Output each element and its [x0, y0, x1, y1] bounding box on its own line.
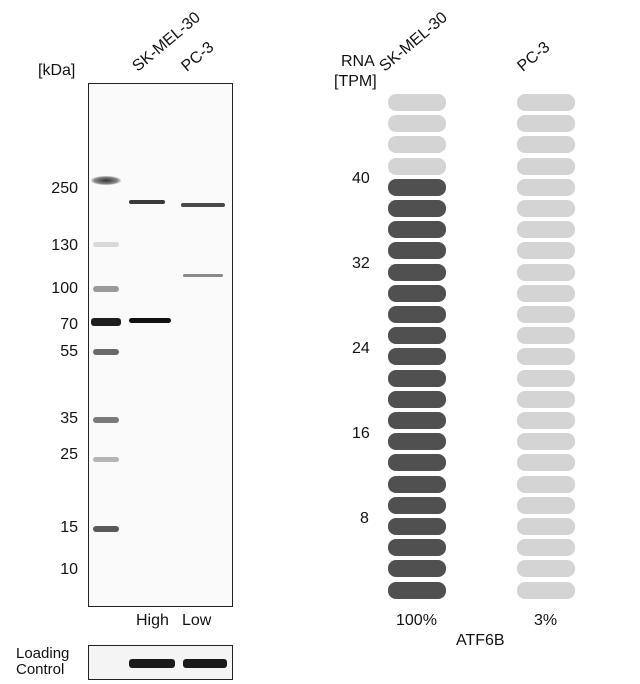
rna-percent-pc-3: 3% [534, 612, 558, 629]
ladder-band-130 [93, 242, 119, 247]
lane-label-pc-3: PC-3 [178, 38, 218, 76]
rna-segment [388, 454, 446, 472]
rna-segment [517, 200, 575, 217]
rna-segment [517, 475, 575, 493]
rna-segment [517, 136, 575, 154]
loading-control-blot [88, 645, 233, 680]
rna-segment [517, 560, 575, 578]
rna-segment [388, 433, 446, 451]
marker-label-10: 10 [60, 561, 78, 578]
rna-segment [517, 94, 575, 111]
rna-segment [517, 433, 575, 451]
rna-segment [517, 284, 575, 302]
rna-segment [388, 200, 446, 217]
loading-control-label: Loading Control [16, 646, 69, 678]
loading-control-label-line-2: Control [16, 661, 65, 678]
band-pc-3-upper [181, 203, 225, 207]
tpm-tick-40: 40 [352, 170, 370, 187]
rna-segment [517, 390, 575, 408]
rna-segment [388, 136, 446, 154]
loading-band-pc-3 [183, 659, 227, 668]
rna-segment [388, 560, 446, 578]
level-label-low: Low [182, 612, 212, 629]
rna-segment [517, 263, 575, 281]
rna-segment [517, 178, 575, 196]
kda-unit-label: [kDa] [38, 62, 76, 79]
rna-segment [388, 306, 446, 323]
marker-label-100: 100 [51, 280, 78, 297]
tpm-tick-32: 32 [352, 255, 370, 272]
rna-sample-label-pc-3: PC-3 [514, 38, 554, 76]
ladder-band-250 [91, 176, 121, 185]
rna-segment [388, 390, 446, 408]
rna-segment [517, 581, 575, 599]
rna-bar-pc-3 [517, 94, 575, 604]
rna-segment [388, 475, 446, 493]
ladder-band-55 [93, 349, 119, 355]
band-pc-3-mid [183, 274, 223, 277]
rna-segment [517, 369, 575, 387]
rna-segment [388, 327, 446, 345]
rna-segment [388, 242, 446, 260]
gene-name: ATF6B [456, 632, 505, 649]
marker-label-55: 55 [60, 343, 78, 360]
rna-segment [517, 454, 575, 472]
rna-segment [388, 539, 446, 557]
rna-segment [388, 284, 446, 302]
marker-label-25: 25 [60, 446, 78, 463]
band-sk-mel-30-upper [129, 200, 165, 204]
ladder-band-25 [93, 457, 119, 462]
rna-segment [388, 178, 446, 196]
rna-header-line-2: [TPM] [334, 73, 377, 90]
western-blot-image [88, 83, 233, 607]
rna-segment [517, 327, 575, 345]
tpm-tick-16: 16 [352, 425, 370, 442]
rna-segment [388, 412, 446, 429]
marker-label-35: 35 [60, 410, 78, 427]
rna-sample-label-sk-mel-30: SK-MEL-30 [376, 9, 451, 76]
loading-control-label-line-1: Loading [16, 645, 70, 662]
marker-label-250: 250 [51, 180, 78, 197]
rna-segment [517, 496, 575, 514]
ladder-band-15 [93, 526, 119, 532]
rna-segment [388, 496, 446, 514]
marker-label-130: 130 [51, 237, 78, 254]
rna-segment [388, 581, 446, 599]
rna-segment [388, 94, 446, 111]
rna-percent-sk-mel-30: 100% [396, 612, 437, 629]
rna-segment [388, 157, 446, 175]
band-sk-mel-30-70 [129, 318, 171, 323]
ladder-band-70 [91, 318, 121, 326]
rna-bar-sk-mel-30 [388, 94, 446, 604]
rna-segment [388, 263, 446, 281]
rna-segment [388, 221, 446, 239]
rna-segment [517, 157, 575, 175]
tpm-tick-24: 24 [352, 340, 370, 357]
rna-segment [388, 369, 446, 387]
rna-segment [517, 306, 575, 323]
ladder-band-100 [93, 286, 119, 292]
rna-segment [517, 115, 575, 133]
rna-segment [517, 348, 575, 366]
rna-header: RNA [TPM] [334, 52, 377, 92]
ladder-band-35 [93, 417, 119, 423]
rna-segment [388, 348, 446, 366]
rna-segment [388, 518, 446, 535]
marker-label-15: 15 [60, 519, 78, 536]
loading-band-sk-mel-30 [129, 659, 175, 668]
tpm-tick-8: 8 [360, 510, 369, 527]
marker-label-70: 70 [60, 316, 78, 333]
rna-segment [517, 518, 575, 535]
rna-header-line-1: RNA [341, 53, 375, 70]
rna-segment [517, 242, 575, 260]
rna-segment [517, 412, 575, 429]
rna-segment [388, 115, 446, 133]
level-label-high: High [136, 612, 169, 629]
rna-segment [517, 539, 575, 557]
rna-segment [517, 221, 575, 239]
